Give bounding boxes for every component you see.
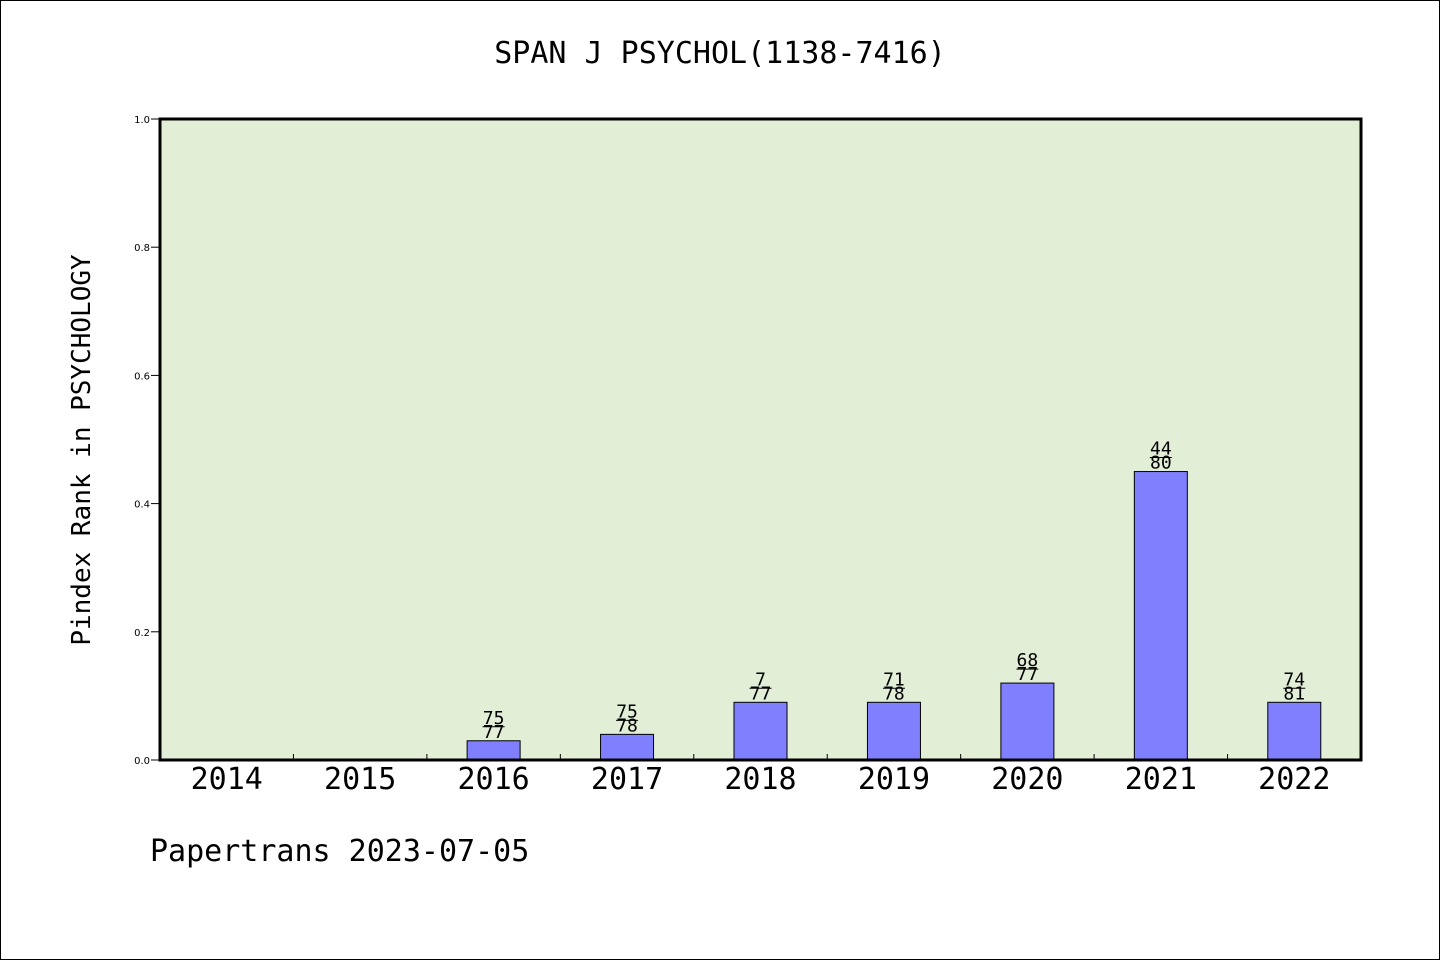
bar-2021 bbox=[1133, 471, 1188, 761]
x-tick-label-2016: 2016 bbox=[457, 762, 529, 797]
x-tick-label-2017: 2017 bbox=[591, 762, 663, 797]
bar-label-rank-2017: 75 bbox=[616, 701, 638, 722]
bar-label-rank-2021: 44 bbox=[1150, 439, 1172, 460]
bar-2018 bbox=[733, 701, 788, 761]
bar-2017 bbox=[600, 733, 655, 761]
bar-label-rank-2020: 68 bbox=[1017, 650, 1039, 671]
chart-title: SPAN J PSYCHOL(1138-7416) bbox=[494, 36, 946, 71]
bar-label-total-2018: 77 bbox=[750, 683, 772, 704]
bar-label-rank-2019: 71 bbox=[883, 669, 905, 690]
bar-2016 bbox=[466, 740, 521, 761]
x-tick-label-2022: 2022 bbox=[1258, 762, 1330, 797]
bar-label-total-2022: 81 bbox=[1283, 683, 1305, 704]
bar-label-total-2016: 77 bbox=[483, 722, 505, 743]
y-tick-label: 1.0 bbox=[134, 115, 150, 126]
y-tick-label: 0.2 bbox=[134, 628, 150, 639]
bar-label-total-2020: 77 bbox=[1017, 664, 1039, 685]
bar-label-rank-2022: 74 bbox=[1283, 669, 1305, 690]
y-tick-label: 0.6 bbox=[134, 371, 150, 382]
bar-label-total-2017: 78 bbox=[616, 715, 638, 736]
x-tick-label-2020: 2020 bbox=[991, 762, 1063, 797]
x-tick-label-2018: 2018 bbox=[724, 762, 796, 797]
bar-label-total-2019: 78 bbox=[883, 683, 905, 704]
x-tick-label-2021: 2021 bbox=[1125, 762, 1197, 797]
x-tick-label-2014: 2014 bbox=[191, 762, 263, 797]
bar-label-rank-2016: 75 bbox=[483, 708, 505, 729]
x-tick-label-2019: 2019 bbox=[858, 762, 930, 797]
bar-label-total-2021: 80 bbox=[1150, 453, 1172, 474]
bar-2019 bbox=[866, 701, 921, 761]
plot-border bbox=[158, 117, 1363, 762]
bar-2020 bbox=[1000, 682, 1055, 761]
x-tick-label-2015: 2015 bbox=[324, 762, 396, 797]
chart-footer: Papertrans 2023-07-05 bbox=[150, 834, 530, 869]
y-tick-label: 0.4 bbox=[134, 500, 150, 511]
bar-label-rank-2018: 7 bbox=[755, 669, 766, 690]
bar-2022 bbox=[1267, 701, 1322, 761]
y-axis-label: Pindex Rank in PSYCHOLOGY bbox=[67, 254, 97, 646]
y-tick-label: 0.8 bbox=[134, 243, 150, 254]
y-tick-label: 0.0 bbox=[134, 756, 150, 767]
